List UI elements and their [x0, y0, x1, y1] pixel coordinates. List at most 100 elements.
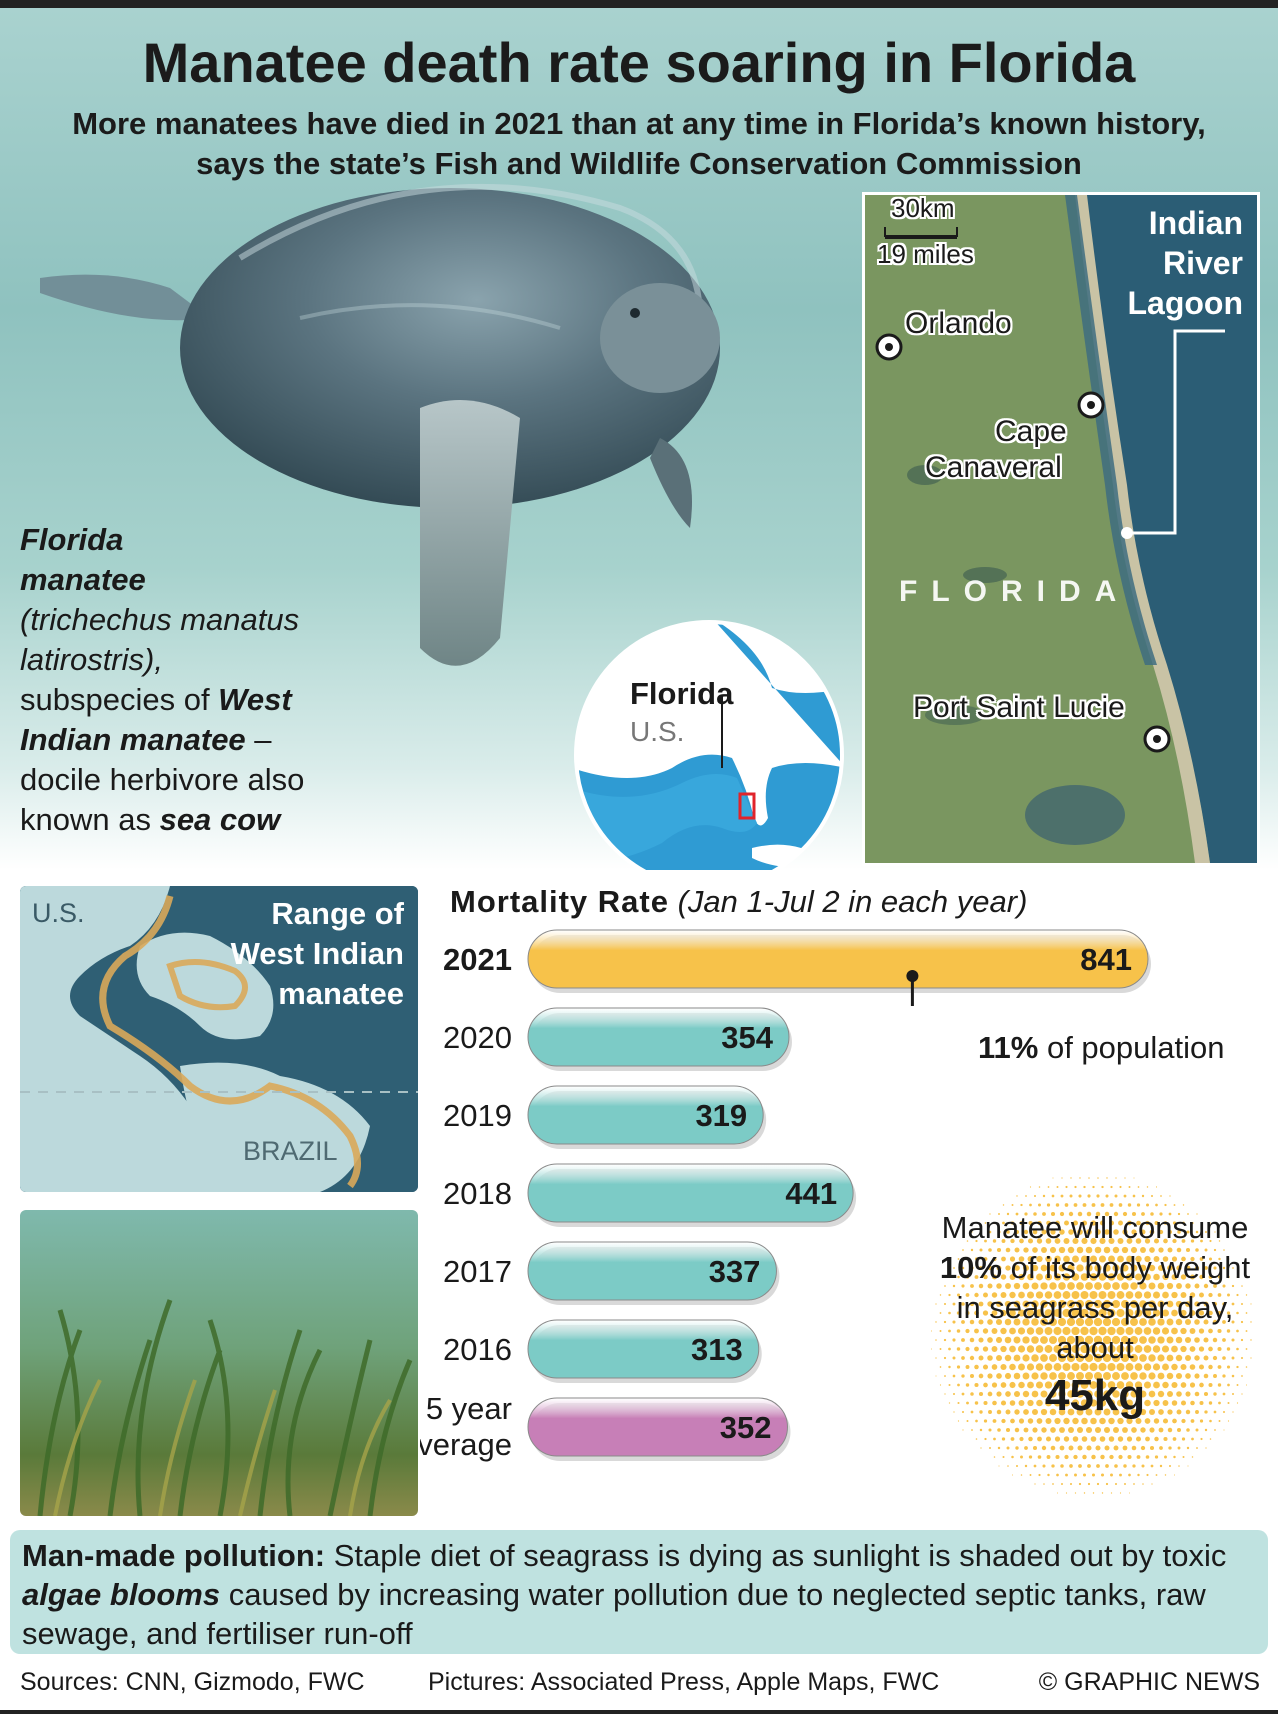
halftone-dot	[1040, 1408, 1048, 1416]
halftone-dot	[1121, 1282, 1129, 1290]
halftone-dot	[1024, 1212, 1028, 1216]
category-label: 2020	[443, 1020, 512, 1055]
halftone-circle	[930, 1177, 1252, 1494]
halftone-dot	[1136, 1220, 1141, 1226]
halftone-dot	[1157, 1354, 1165, 1362]
halftone-dot	[979, 1428, 983, 1432]
halftone-dot	[1203, 1391, 1209, 1397]
halftone-dot	[1073, 1203, 1078, 1207]
halftone-dot	[969, 1373, 975, 1379]
halftone-dot	[982, 1364, 989, 1370]
halftone-dot	[1054, 1255, 1061, 1263]
halftone-dot	[974, 1382, 979, 1388]
halftone-dot	[1121, 1390, 1129, 1398]
footer-rule	[0, 1710, 1278, 1714]
halftone-dot	[1009, 1256, 1016, 1262]
halftone-dot	[1231, 1338, 1235, 1342]
range-title-line-1: Range of	[271, 896, 404, 931]
halftone-dot	[1125, 1326, 1134, 1336]
halftone-dot	[1181, 1239, 1186, 1243]
halftone-dot	[1011, 1455, 1014, 1459]
halftone-dot	[983, 1382, 988, 1388]
halftone-dot	[1142, 1483, 1144, 1485]
halftone-dot	[1082, 1203, 1087, 1207]
halftone-dot	[1130, 1354, 1138, 1362]
halftone-dot	[1194, 1373, 1200, 1379]
halftone-dot	[1186, 1428, 1190, 1432]
halftone-dot	[1127, 1203, 1132, 1207]
halftone-dot	[1180, 1292, 1187, 1298]
halftone-dot	[1018, 1363, 1025, 1371]
halftone-dot	[1047, 1473, 1050, 1477]
caption-name-1: Florida	[20, 522, 124, 557]
halftone-dot	[1236, 1365, 1239, 1369]
halftone-dot	[1122, 1427, 1128, 1433]
halftone-dot	[1014, 1247, 1020, 1253]
halftone-dot	[1014, 1265, 1020, 1271]
bar-2019	[527, 1085, 764, 1145]
halftone-dot	[1031, 1354, 1039, 1362]
halftone-dot	[1018, 1400, 1025, 1406]
halftone-dot	[1095, 1211, 1101, 1217]
halftone-dot	[1162, 1418, 1169, 1424]
range-map: U.S. Range of West Indian manatee BRAZIL	[20, 886, 418, 1192]
halftone-dot	[1031, 1372, 1039, 1380]
halftone-dot	[1218, 1420, 1221, 1422]
halftone-dot	[939, 1294, 942, 1296]
halftone-dot	[1241, 1375, 1243, 1377]
halftone-dot	[969, 1337, 975, 1343]
halftone-dot	[1180, 1274, 1187, 1280]
halftone-dot	[1010, 1221, 1015, 1225]
halftone-dot	[1019, 1436, 1024, 1442]
pollution-panel: Man-made pollution: Staple diet of seagr…	[10, 1530, 1268, 1654]
halftone-dot	[1168, 1230, 1172, 1234]
caption-name-2: manatee	[20, 562, 146, 597]
halftone-dot	[979, 1248, 983, 1252]
halftone-dot	[1031, 1336, 1039, 1344]
halftone-dot	[995, 1318, 1003, 1326]
halftone-dot	[1074, 1492, 1077, 1494]
halftone-dot	[969, 1301, 975, 1307]
halftone-dot	[1051, 1464, 1055, 1468]
halftone-dot	[1090, 1220, 1097, 1226]
halftone-dot	[1020, 1474, 1023, 1476]
halftone-dot	[1203, 1355, 1209, 1361]
halftone-dot	[988, 1248, 992, 1252]
halftone-dot	[1158, 1427, 1164, 1433]
halftone-dot	[1065, 1492, 1068, 1494]
halftone-dot	[1200, 1239, 1203, 1243]
halftone-dot	[1162, 1291, 1169, 1299]
halftone-dot	[1031, 1318, 1039, 1326]
halftone-dot	[1023, 1427, 1029, 1433]
footer-pictures: Pictures: Associated Press, Apple Maps, …	[428, 1668, 940, 1696]
halftone-dot	[1171, 1327, 1178, 1335]
halftone-dot	[1005, 1283, 1011, 1289]
halftone-dot	[1016, 1195, 1018, 1197]
halftone-dot	[1085, 1264, 1093, 1272]
halftone-dot	[982, 1346, 989, 1352]
halftone-dot	[1082, 1473, 1087, 1477]
halftone-dot	[970, 1266, 974, 1270]
halftone-dot	[980, 1447, 982, 1449]
halftone-dot	[1062, 1273, 1071, 1281]
halftone-dot	[1048, 1317, 1058, 1327]
halftone-dot	[1032, 1229, 1038, 1235]
halftone-dot	[1095, 1445, 1101, 1451]
halftone-dot	[1198, 1346, 1205, 1352]
halftone-dot	[1093, 1299, 1103, 1309]
halftone-dot	[1020, 1203, 1023, 1207]
halftone-dot	[1182, 1204, 1185, 1206]
bar-value-label: 354	[721, 1020, 773, 1055]
pollution-text-b: caused by increasing water pollution due…	[22, 1577, 1206, 1651]
halftone-dot	[957, 1401, 960, 1405]
halftone-dot	[1245, 1312, 1248, 1314]
halftone-dot	[1044, 1363, 1053, 1371]
halftone-dot	[970, 1392, 974, 1396]
halftone-dot	[1166, 1336, 1174, 1344]
halftone-dot	[1166, 1300, 1174, 1308]
halftone-dot	[987, 1301, 993, 1307]
bar-2020	[527, 1007, 790, 1067]
halftone-dot	[1208, 1346, 1213, 1352]
halftone-dot	[1145, 1220, 1150, 1226]
hero-panel: Manatee death rate soaring in Florida Mo…	[0, 8, 1278, 870]
